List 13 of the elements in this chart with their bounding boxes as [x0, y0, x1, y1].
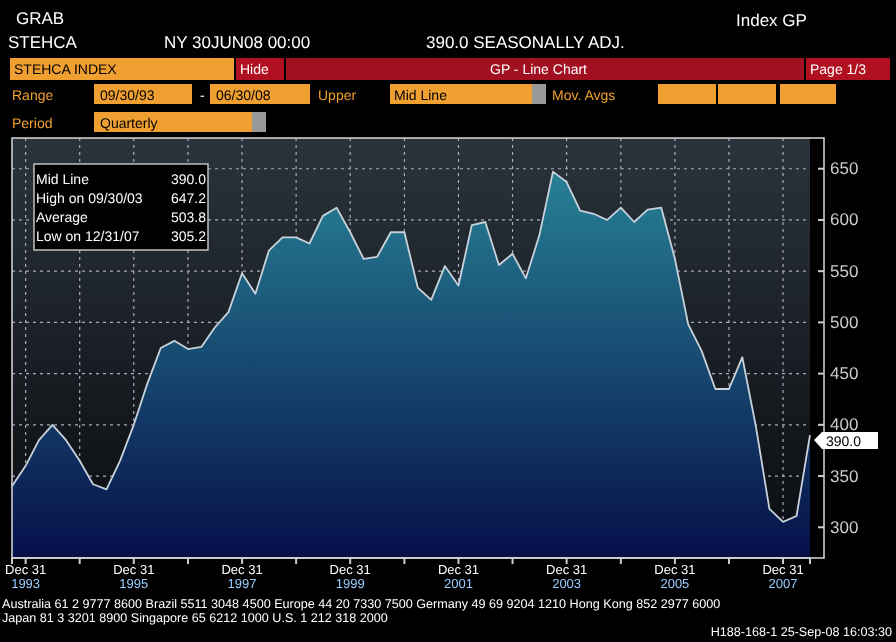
text: STEHCA — [8, 32, 78, 52]
y-tick-label: 600 — [830, 209, 859, 230]
y-tick-label: 500 — [830, 311, 859, 332]
text: GRAB — [16, 8, 65, 28]
y-tick-label: 450 — [830, 363, 859, 384]
y-tick-label: 300 — [830, 516, 859, 537]
y-tick-label: 650 — [830, 158, 859, 179]
y-tick-label: 550 — [830, 260, 859, 281]
text: Index GP — [736, 10, 808, 30]
text: NY 30JUN08 00:00 — [164, 32, 311, 52]
y-tick-label: 400 — [830, 414, 859, 435]
text: 390.0 SEASONALLY ADJ. — [426, 32, 625, 52]
y-tick-label: 350 — [830, 465, 859, 486]
